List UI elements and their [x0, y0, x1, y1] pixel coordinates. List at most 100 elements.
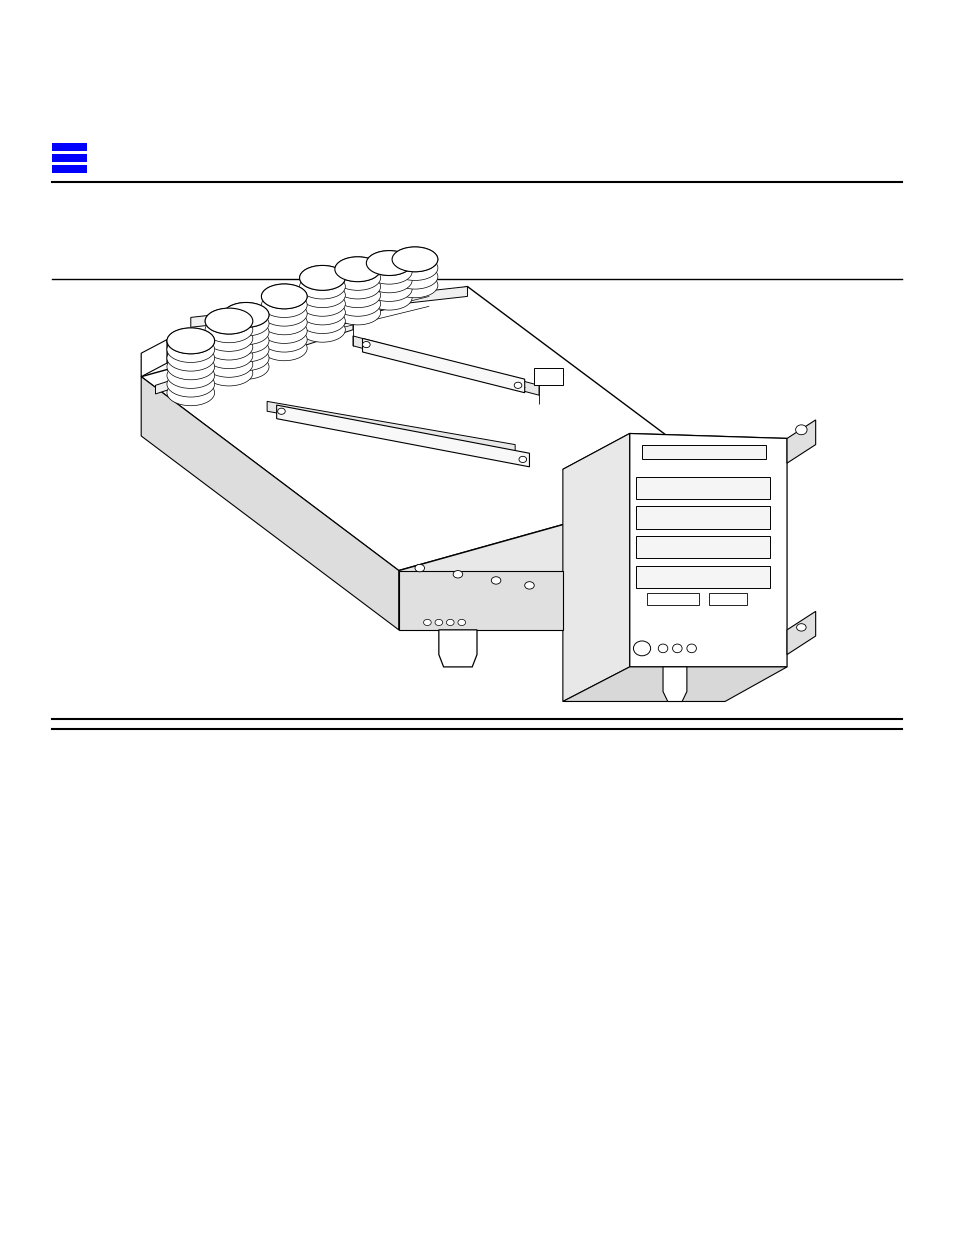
Ellipse shape [223, 329, 269, 353]
Ellipse shape [335, 283, 380, 308]
Polygon shape [257, 325, 274, 350]
Ellipse shape [362, 342, 370, 348]
Ellipse shape [335, 300, 380, 325]
Polygon shape [276, 405, 529, 467]
Polygon shape [267, 401, 515, 454]
Ellipse shape [261, 293, 307, 317]
Ellipse shape [518, 457, 526, 462]
Ellipse shape [261, 336, 307, 361]
Ellipse shape [261, 319, 307, 343]
Ellipse shape [205, 343, 253, 369]
Ellipse shape [366, 285, 412, 310]
Ellipse shape [335, 291, 380, 316]
Ellipse shape [335, 274, 380, 299]
Ellipse shape [223, 354, 269, 379]
Ellipse shape [299, 283, 345, 308]
Polygon shape [191, 287, 467, 327]
Ellipse shape [366, 259, 412, 284]
Ellipse shape [167, 336, 214, 362]
Ellipse shape [457, 620, 465, 626]
Bar [52, 154, 87, 162]
Ellipse shape [415, 564, 424, 572]
Polygon shape [786, 420, 815, 463]
Ellipse shape [205, 309, 253, 335]
Ellipse shape [205, 361, 253, 385]
Ellipse shape [299, 266, 345, 290]
Polygon shape [191, 346, 208, 370]
Bar [636, 536, 769, 558]
Ellipse shape [223, 320, 269, 345]
Polygon shape [141, 287, 724, 571]
Ellipse shape [299, 274, 345, 299]
Polygon shape [629, 433, 786, 667]
Ellipse shape [205, 309, 253, 335]
Ellipse shape [223, 337, 269, 362]
Polygon shape [353, 336, 538, 395]
Bar [534, 368, 562, 385]
Ellipse shape [392, 247, 437, 272]
Bar [636, 566, 769, 588]
Ellipse shape [261, 327, 307, 352]
Ellipse shape [261, 284, 307, 309]
Polygon shape [362, 338, 524, 393]
Ellipse shape [392, 273, 437, 298]
Ellipse shape [167, 353, 214, 380]
Ellipse shape [223, 303, 269, 327]
Polygon shape [155, 321, 353, 394]
Ellipse shape [223, 303, 269, 327]
Polygon shape [562, 433, 629, 701]
Polygon shape [662, 667, 686, 701]
Ellipse shape [366, 277, 412, 301]
Ellipse shape [453, 571, 462, 578]
Ellipse shape [658, 645, 667, 652]
Ellipse shape [796, 624, 805, 631]
Polygon shape [141, 340, 167, 377]
Ellipse shape [423, 620, 431, 626]
Ellipse shape [299, 317, 345, 342]
Bar [52, 165, 87, 173]
Ellipse shape [299, 291, 345, 316]
Ellipse shape [205, 326, 253, 352]
Ellipse shape [167, 380, 214, 405]
Ellipse shape [392, 264, 437, 289]
Polygon shape [314, 305, 332, 330]
Ellipse shape [672, 645, 681, 652]
Ellipse shape [261, 301, 307, 326]
Ellipse shape [366, 251, 412, 275]
Ellipse shape [392, 256, 437, 280]
Ellipse shape [299, 300, 345, 325]
Polygon shape [786, 611, 815, 655]
Ellipse shape [299, 309, 345, 333]
Ellipse shape [491, 577, 500, 584]
Ellipse shape [167, 345, 214, 370]
Ellipse shape [261, 284, 307, 309]
Ellipse shape [366, 268, 412, 293]
Ellipse shape [446, 620, 454, 626]
Ellipse shape [514, 383, 521, 388]
Ellipse shape [795, 425, 806, 435]
Ellipse shape [686, 645, 696, 652]
Bar [708, 593, 746, 605]
Ellipse shape [205, 317, 253, 342]
Polygon shape [562, 433, 786, 479]
Ellipse shape [167, 370, 214, 396]
Ellipse shape [633, 641, 650, 656]
Ellipse shape [524, 582, 534, 589]
Bar [52, 143, 87, 151]
Ellipse shape [366, 251, 412, 275]
Ellipse shape [435, 620, 442, 626]
Bar [636, 506, 769, 529]
Polygon shape [141, 377, 398, 630]
Ellipse shape [277, 408, 285, 415]
Ellipse shape [392, 247, 437, 272]
Polygon shape [389, 274, 419, 291]
Bar [641, 445, 765, 459]
Polygon shape [438, 630, 476, 667]
Ellipse shape [335, 257, 380, 282]
Ellipse shape [167, 327, 214, 353]
Ellipse shape [205, 352, 253, 378]
Bar [646, 593, 699, 605]
Ellipse shape [299, 266, 345, 290]
Polygon shape [398, 479, 724, 630]
Ellipse shape [205, 335, 253, 361]
